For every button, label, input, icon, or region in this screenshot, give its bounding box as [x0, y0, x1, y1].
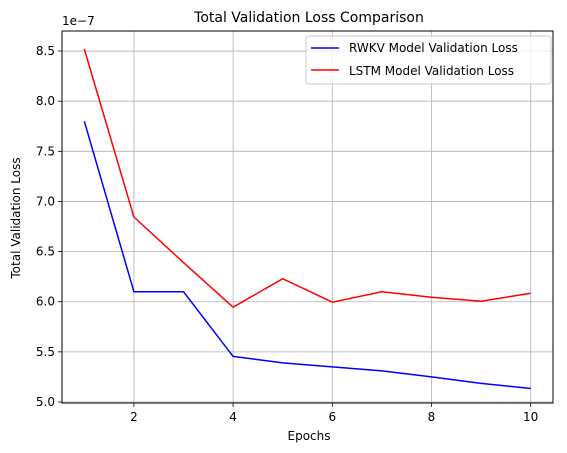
y-axis-label: Total Validation Loss [9, 157, 23, 279]
y-axis-ticks: 5.0 5.5 6.0 6.5 7.0 7.5 8.0 8.5 [36, 44, 62, 409]
x-axis-label: Epochs [288, 429, 331, 443]
y-axis-scale-label: 1e−7 [62, 14, 95, 28]
chart-title: Total Validation Loss Comparison [193, 10, 424, 26]
series-line-rwkv [83, 120, 531, 390]
grid-lines [62, 31, 553, 403]
legend-label-rwkv: RWKV Model Validation Loss [349, 41, 518, 55]
x-tick-label: 4 [229, 410, 237, 424]
legend: RWKV Model Validation Loss LSTM Model Va… [305, 35, 552, 85]
x-axis-ticks: 2 4 6 8 10 [130, 403, 538, 424]
y-tick-label: 5.5 [36, 345, 55, 359]
y-tick-label: 6.5 [36, 245, 55, 259]
x-tick-label: 6 [328, 410, 336, 424]
plot-frame [61, 30, 554, 404]
y-tick-label: 7.5 [36, 144, 55, 158]
y-tick-label: 5.0 [36, 395, 55, 409]
y-tick-label: 8.5 [36, 44, 55, 58]
x-tick-label: 2 [130, 410, 138, 424]
y-tick-label: 7.0 [36, 194, 55, 208]
series-line-lstm [83, 48, 531, 308]
legend-box [305, 35, 552, 85]
x-tick-label: 10 [523, 410, 538, 424]
x-tick-label: 8 [428, 410, 436, 424]
y-tick-label: 8.0 [36, 94, 55, 108]
y-tick-label: 6.0 [36, 295, 55, 309]
series-layer [83, 48, 531, 390]
legend-label-lstm: LSTM Model Validation Loss [349, 64, 514, 78]
